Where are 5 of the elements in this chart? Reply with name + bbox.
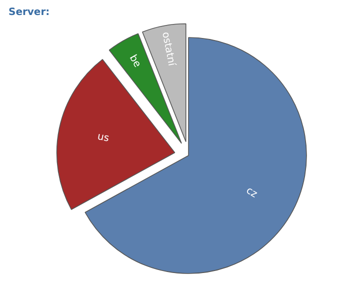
slice-label: be <box>126 53 143 70</box>
chart-title: Server: <box>8 7 50 18</box>
slice-label: ostatní <box>160 31 178 68</box>
slice-label: cz <box>244 185 259 200</box>
slice-label: us <box>96 131 110 144</box>
